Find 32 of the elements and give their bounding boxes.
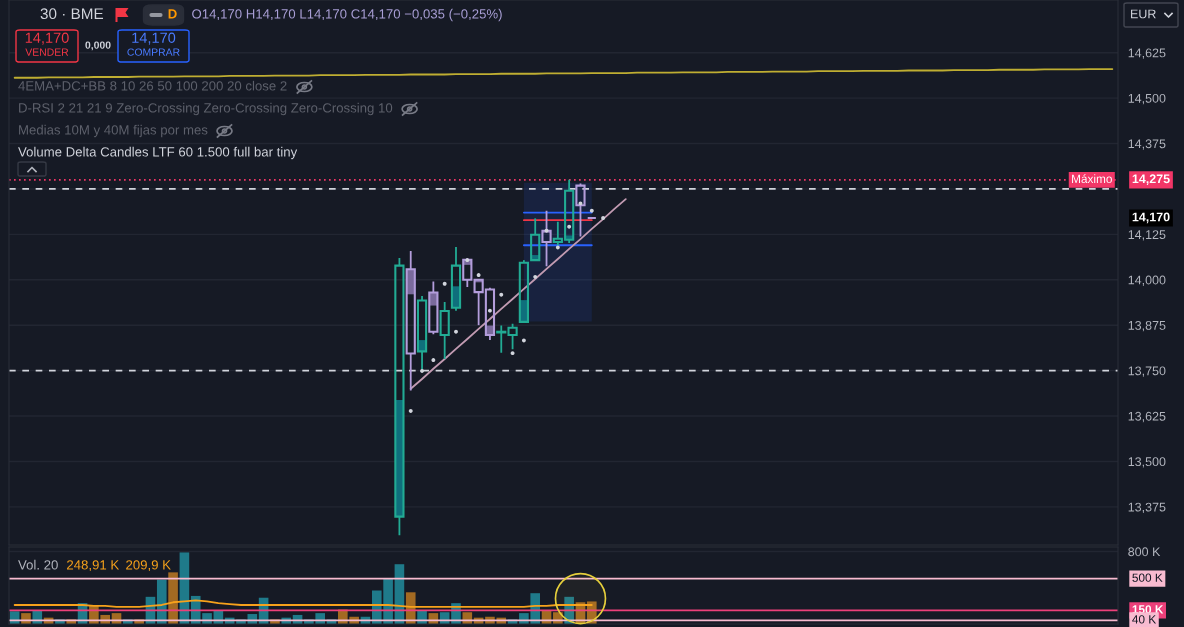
chart-title: 30 · BME [40,8,104,20]
ref-line-label: Máximo [1072,174,1112,184]
annotation: Medias 10M y 40M fijas por mes [19,124,208,138]
annotation: 248,91 K [67,560,120,572]
annotation: VENDER [25,48,69,56]
y-tick-label: 14,000 [1128,275,1166,286]
y-tick-label: 13,500 [1128,457,1166,468]
annotation: O14,170 H14,170 L14,170 C14,170 −0,035 (−0,25%) [192,8,502,22]
annotation: Volume Delta Candles LTF 60 1.500 full bar tiny [18,146,298,160]
ref-line-label: 40 K [1132,615,1157,624]
annotation: D [168,9,177,19]
annotation: 14,170 [132,32,176,45]
text: 14,170 [1132,212,1170,224]
text: Vol. 20 [18,559,58,570]
y-tick-label: 13,625 [1128,411,1166,423]
y-tick-label: 14,500 [1128,93,1166,105]
text: EUR [1131,9,1156,19]
annotation: COMPRAR [127,48,180,56]
y-tick-label: 800 K [1128,547,1161,557]
y-tick-label: 13,875 [1128,320,1166,332]
annotation: 209,9 K [126,560,171,572]
text: 14,275 [1132,174,1170,186]
y-tick-label: 14,625 [1128,48,1166,59]
y-tick-label: 13,375 [1128,502,1166,513]
y-tick-label: 14,125 [1128,230,1166,241]
annotation: 14,170 [25,32,69,45]
y-tick-label: 14,375 [1128,139,1166,150]
y-tick-label: 13,750 [1128,366,1166,377]
annotation: D-RSI 2 21 21 9 Zero-Crossing Zero-Crossing Zero-Crossing 10 [19,102,393,116]
annotation: 0,000 [85,41,111,51]
annotation: 4EMA+DC+BB 8 10 26 50 100 200 20 close 2 [18,80,287,91]
ref-line-label: 500 K [1132,573,1163,582]
